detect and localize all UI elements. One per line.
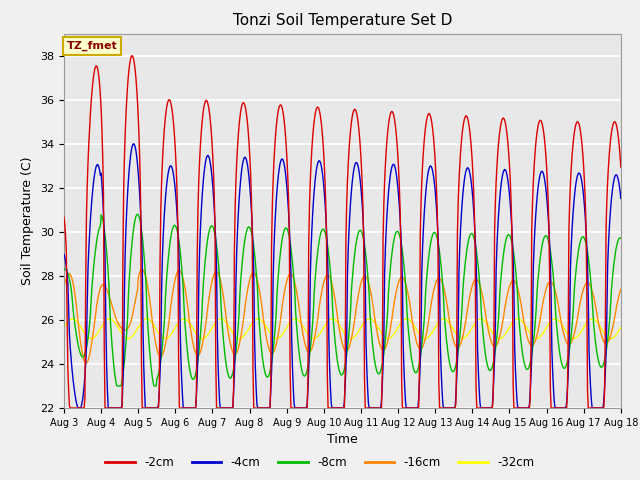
X-axis label: Time: Time [327, 433, 358, 446]
Y-axis label: Soil Temperature (C): Soil Temperature (C) [22, 156, 35, 285]
Title: Tonzi Soil Temperature Set D: Tonzi Soil Temperature Set D [233, 13, 452, 28]
Legend: -2cm, -4cm, -8cm, -16cm, -32cm: -2cm, -4cm, -8cm, -16cm, -32cm [100, 452, 540, 474]
Text: TZ_fmet: TZ_fmet [67, 41, 118, 51]
